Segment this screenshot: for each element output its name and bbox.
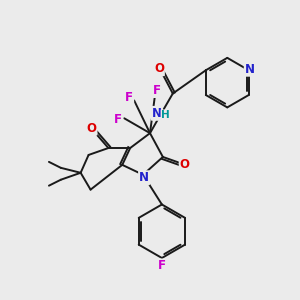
Text: F: F bbox=[125, 91, 133, 104]
Text: F: F bbox=[158, 260, 166, 272]
Text: N: N bbox=[245, 63, 255, 76]
Text: O: O bbox=[86, 122, 97, 135]
Text: O: O bbox=[180, 158, 190, 171]
Text: N: N bbox=[139, 171, 149, 184]
Text: H: H bbox=[161, 110, 170, 120]
Text: O: O bbox=[154, 62, 164, 75]
Text: N: N bbox=[152, 107, 162, 120]
Text: F: F bbox=[153, 84, 161, 97]
Text: F: F bbox=[114, 113, 122, 126]
